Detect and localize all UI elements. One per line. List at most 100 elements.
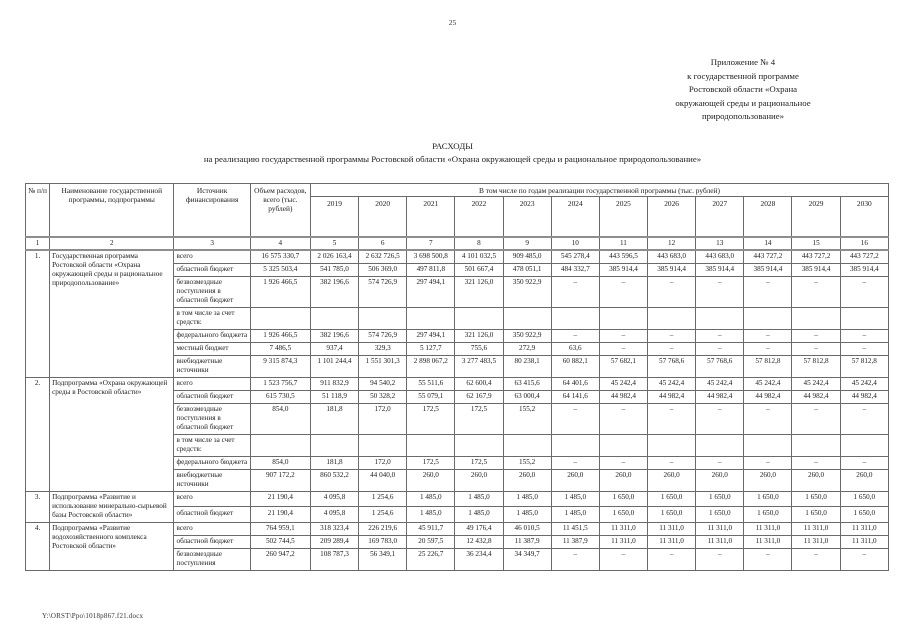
- year-value-cell: 1 485,0: [502, 506, 552, 523]
- year-value-cell: 44 982,4: [839, 389, 890, 404]
- year-value-cell: [454, 433, 504, 457]
- appendix-note: Приложение № 4 к государственной програм…: [593, 56, 893, 124]
- year-value-cell: 44 982,4: [743, 389, 793, 404]
- year-value-cell: 1 101 244,4: [309, 354, 360, 378]
- year-value-cell: 4 095,8: [309, 490, 360, 507]
- year-header: 2020: [358, 196, 408, 237]
- year-value-cell: 478 051,1: [502, 262, 552, 277]
- funding-source-cell: областной бюджет: [173, 389, 251, 404]
- volume-total-cell: 7 486,5: [249, 341, 311, 356]
- year-value-cell: 11 311,0: [743, 534, 793, 549]
- year-value-cell: 57 768,6: [695, 354, 745, 378]
- year-value-cell: 94 540,2: [358, 376, 408, 391]
- year-value-cell: 11 311,0: [839, 521, 890, 536]
- header-row-years: 2019 2020 2021 2022 2023 2024 2025 2026 2027 2028…: [26, 196, 890, 237]
- year-value-cell: [695, 306, 745, 330]
- column-number: 13: [695, 235, 745, 251]
- year-value-cell: 1 650,0: [647, 506, 697, 523]
- year-value-cell: 260,0: [598, 468, 649, 492]
- year-value-cell: 50 328,2: [358, 389, 408, 404]
- year-value-cell: 4 095,8: [309, 506, 360, 523]
- funding-source-cell: федерального бюджета: [173, 455, 251, 470]
- year-value-cell: 260,0: [839, 468, 890, 492]
- funding-source-cell: всего: [173, 490, 251, 507]
- year-value-cell: 1 650,0: [791, 490, 841, 507]
- volume-total-cell: 21 190,4: [249, 490, 311, 507]
- year-value-cell: –: [839, 275, 890, 308]
- year-value-cell: [839, 433, 890, 457]
- year-value-cell: –: [791, 275, 841, 308]
- year-value-cell: 36 234,4: [454, 547, 504, 571]
- year-value-cell: 443 727,2: [791, 249, 841, 264]
- year-value-cell: –: [839, 328, 890, 343]
- funding-source-cell: безвозмездные поступления в областной бю…: [173, 402, 251, 435]
- year-value-cell: 385 914,4: [791, 262, 841, 277]
- year-value-cell: 1 650,0: [743, 490, 793, 507]
- volume-total-cell: 615 730,5: [249, 389, 311, 404]
- year-value-cell: 443 596,5: [598, 249, 649, 264]
- year-value-cell: 60 882,1: [550, 354, 600, 378]
- appendix-line: Приложение № 4: [710, 57, 776, 67]
- year-value-cell: 1 650,0: [695, 490, 745, 507]
- funding-source-cell: федерального бюджета: [173, 328, 251, 343]
- year-value-cell: 755,6: [454, 341, 504, 356]
- column-number: 5: [309, 235, 360, 251]
- column-number: 2: [49, 235, 175, 251]
- year-value-cell: 155,2: [502, 402, 552, 435]
- year-value-cell: 172,5: [406, 402, 456, 435]
- year-value-cell: 62 167,9: [454, 389, 504, 404]
- appendix-line: к государственной программе: [687, 70, 799, 81]
- year-value-cell: –: [791, 341, 841, 356]
- year-value-cell: 1 650,0: [791, 506, 841, 523]
- year-value-cell: 46 010,5: [502, 521, 552, 536]
- year-value-cell: [743, 306, 793, 330]
- year-value-cell: 11 387,9: [550, 534, 600, 549]
- year-value-cell: 45 242,4: [598, 376, 649, 391]
- year-header: 2025: [598, 196, 649, 237]
- year-value-cell: –: [791, 402, 841, 435]
- year-value-cell: 11 387,9: [502, 534, 552, 549]
- year-value-cell: 501 667,4: [454, 262, 504, 277]
- year-value-cell: 260,0: [743, 468, 793, 492]
- column-number: 11: [598, 235, 649, 251]
- funding-source-cell: местный бюджет: [173, 341, 251, 356]
- year-value-cell: 63 415,6: [502, 376, 552, 391]
- funding-source-cell: внебюджетные источники: [173, 354, 251, 378]
- column-number: 3: [173, 235, 251, 251]
- year-value-cell: 11 311,0: [743, 521, 793, 536]
- year-value-cell: –: [647, 455, 697, 470]
- year-value-cell: –: [598, 328, 649, 343]
- year-value-cell: 1 485,0: [550, 490, 600, 507]
- program-name-cell: Подпрограмма «Охрана окружающей среды в …: [49, 376, 175, 492]
- col-header-years-group: В том числе по годам реализации государс…: [309, 183, 890, 197]
- year-value-cell: –: [598, 547, 649, 571]
- year-header: 2019: [309, 196, 360, 237]
- year-value-cell: –: [695, 547, 745, 571]
- program-name-cell: Подпрограмма «Развитие водохозяйственног…: [49, 521, 175, 571]
- year-value-cell: [502, 306, 552, 330]
- year-value-cell: –: [695, 328, 745, 343]
- year-value-cell: 45 911,7: [406, 521, 456, 536]
- title-block: РАСХОДЫ на реализацию государственной пр…: [0, 140, 905, 166]
- year-value-cell: 1 485,0: [502, 490, 552, 507]
- year-value-cell: –: [550, 547, 600, 571]
- funding-source-cell: всего: [173, 249, 251, 264]
- year-value-cell: 443 727,2: [839, 249, 890, 264]
- volume-total-cell: 1 926 466,5: [249, 328, 311, 343]
- year-value-cell: 155,2: [502, 455, 552, 470]
- funding-source-cell: областной бюджет: [173, 506, 251, 523]
- year-value-cell: 44 040,0: [358, 468, 408, 492]
- year-value-cell: 1 485,0: [550, 506, 600, 523]
- section-number-cell: 4.: [24, 521, 51, 571]
- table-row: внебюджетные источники 907 172,2 860 532,2…: [26, 468, 890, 492]
- year-value-cell: 1 650,0: [695, 506, 745, 523]
- program-name-cell: Государственная программа Ростовской обл…: [49, 249, 175, 378]
- year-value-cell: [406, 433, 456, 457]
- table-row: 4. Подпрограмма «Развитие водохозяйственн…: [24, 521, 890, 571]
- year-value-cell: –: [695, 455, 745, 470]
- year-value-cell: 318 323,4: [309, 521, 360, 536]
- volume-total-cell: 260 947,2: [249, 547, 311, 571]
- year-value-cell: –: [647, 275, 697, 308]
- page-number: 25: [448, 18, 457, 27]
- year-value-cell: 44 982,4: [791, 389, 841, 404]
